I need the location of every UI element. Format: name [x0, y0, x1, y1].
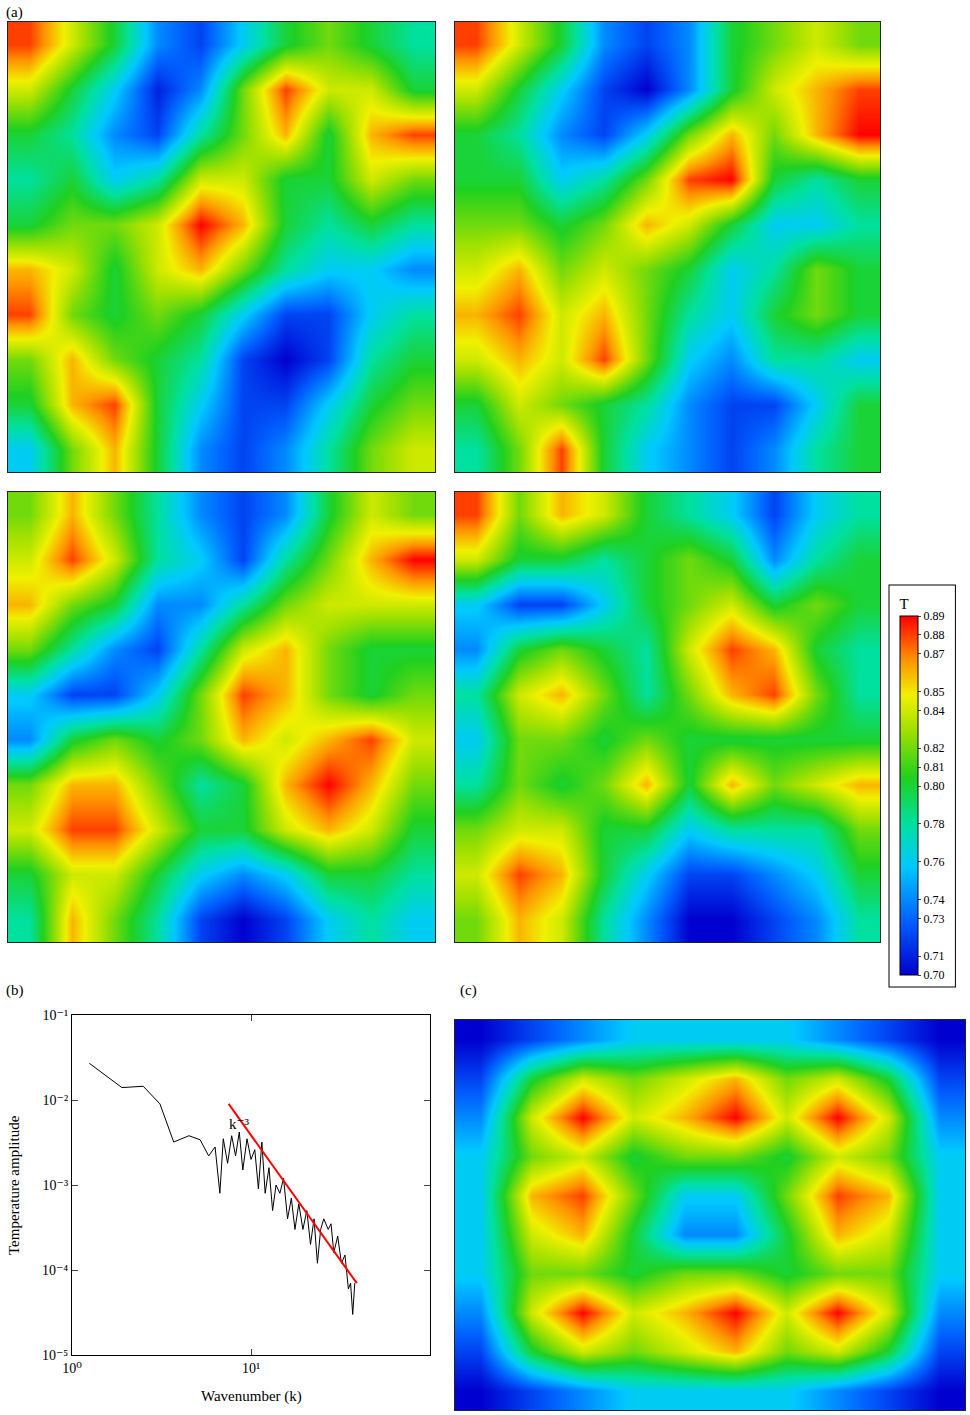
svg-text:10⁻³: 10⁻³ [43, 1178, 69, 1193]
svg-text:0.78: 0.78 [923, 817, 944, 831]
svg-text:0.71: 0.71 [923, 949, 944, 963]
svg-text:0.88: 0.88 [923, 628, 944, 642]
svg-text:T: T [900, 596, 909, 612]
svg-text:10⁻⁴: 10⁻⁴ [42, 1263, 68, 1278]
svg-text:(b): (b) [6, 982, 24, 999]
svg-text:10⁻²: 10⁻² [43, 1093, 69, 1108]
svg-text:k⁻³: k⁻³ [229, 1116, 249, 1132]
svg-text:10⁻⁵: 10⁻⁵ [42, 1348, 68, 1363]
svg-text:0.85: 0.85 [923, 685, 944, 699]
svg-text:0.89: 0.89 [923, 609, 944, 623]
svg-text:0.74: 0.74 [923, 893, 944, 907]
svg-text:0.70: 0.70 [923, 968, 944, 982]
svg-text:Wavenumber (k): Wavenumber (k) [201, 1388, 302, 1405]
svg-text:0.76: 0.76 [923, 855, 944, 869]
svg-text:0.80: 0.80 [923, 779, 944, 793]
svg-text:0.81: 0.81 [923, 760, 944, 774]
svg-text:(a): (a) [6, 4, 23, 21]
svg-text:10⁰: 10⁰ [62, 1361, 82, 1376]
svg-text:10¹: 10¹ [242, 1361, 260, 1376]
svg-text:0.82: 0.82 [923, 741, 944, 755]
svg-text:0.73: 0.73 [923, 912, 944, 926]
svg-text:0.87: 0.87 [923, 647, 944, 661]
svg-text:0.84: 0.84 [923, 704, 944, 718]
svg-text:Temperature amplitude: Temperature amplitude [6, 1115, 22, 1255]
svg-text:(c): (c) [460, 982, 477, 999]
svg-text:10⁻¹: 10⁻¹ [43, 1008, 69, 1023]
